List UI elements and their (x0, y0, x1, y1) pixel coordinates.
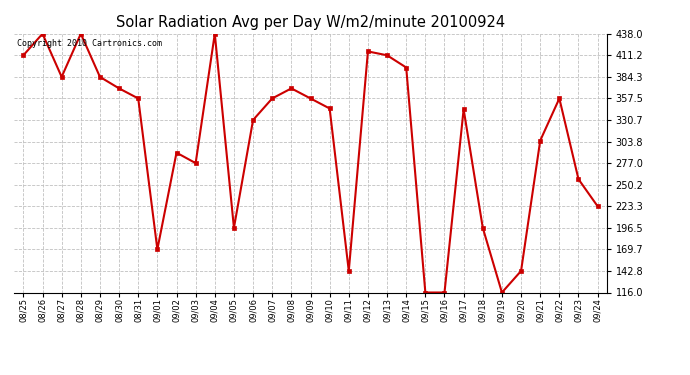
Text: Copyright 2010 Cartronics.com: Copyright 2010 Cartronics.com (17, 39, 161, 48)
Title: Solar Radiation Avg per Day W/m2/minute 20100924: Solar Radiation Avg per Day W/m2/minute … (116, 15, 505, 30)
